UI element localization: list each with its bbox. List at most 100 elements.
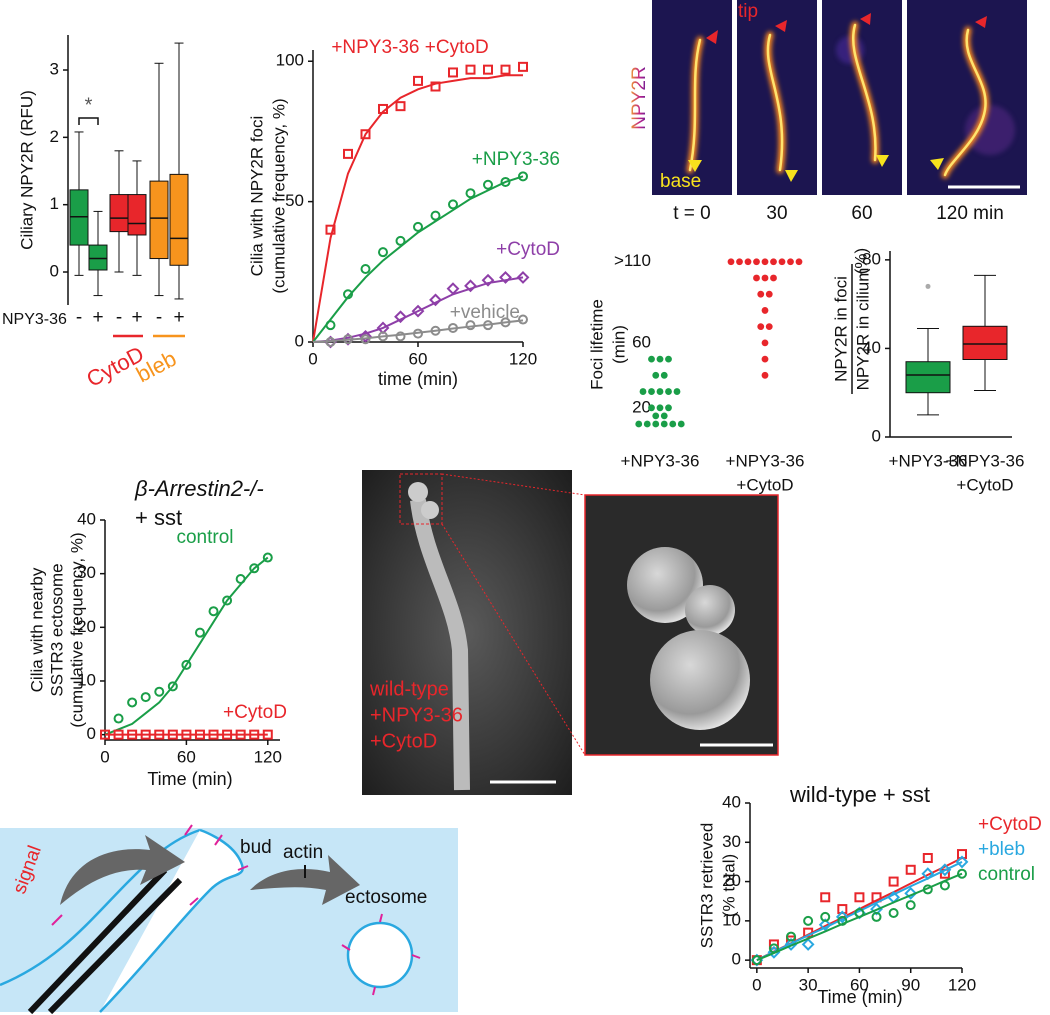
sem-label: wild-type	[369, 678, 449, 700]
cilium-core	[766, 33, 784, 172]
membrane	[99, 828, 244, 1013]
marker	[395, 101, 406, 112]
box	[962, 325, 1008, 360]
marker	[820, 892, 831, 903]
marker	[500, 64, 511, 75]
marker	[888, 908, 899, 918]
marker	[343, 289, 353, 300]
marker	[413, 221, 423, 232]
x-tick-label: -	[76, 307, 82, 328]
y-label: NPY2R in foci	[831, 276, 850, 382]
dot	[652, 412, 660, 420]
marker	[518, 171, 528, 182]
dot	[761, 339, 769, 347]
y-tick-label: 30	[77, 563, 96, 582]
dot	[648, 355, 655, 363]
y-tick-label: 1	[50, 194, 59, 213]
x-tick-label: 90	[901, 975, 920, 994]
marker	[430, 325, 441, 336]
marker	[113, 713, 124, 724]
x-label: time (min)	[378, 369, 458, 389]
box	[109, 194, 129, 233]
y-tick-label: >110	[614, 251, 651, 270]
y-label: NPY2R in cilium	[853, 268, 872, 391]
marker	[465, 320, 476, 331]
tip-arrow	[706, 30, 718, 44]
marker	[430, 81, 441, 92]
dot	[665, 404, 672, 412]
marker	[394, 310, 407, 324]
x-tick-label: +NPY3-36	[889, 451, 968, 470]
receptor	[379, 913, 383, 923]
y-tick-label: 80	[862, 249, 881, 268]
marker	[768, 943, 779, 954]
dot	[761, 355, 769, 363]
y-label: (cumulative frequency, %)	[269, 98, 288, 293]
x-tick-label: +CytoD	[956, 475, 1013, 494]
marker	[803, 915, 814, 926]
time-label: 60	[851, 203, 872, 224]
cilium-core	[943, 28, 987, 177]
marker	[854, 908, 865, 918]
dot	[673, 388, 681, 395]
marker	[222, 595, 233, 606]
dot	[665, 388, 672, 395]
bud	[408, 482, 428, 502]
marker	[360, 264, 371, 274]
marker	[249, 729, 260, 740]
marker	[835, 910, 849, 924]
y-tick-label: 10	[722, 910, 741, 929]
tip-arrow	[775, 20, 787, 32]
marker	[411, 304, 425, 318]
y-tick-label: 40	[862, 338, 881, 357]
marker	[343, 148, 353, 159]
series-label: control	[176, 527, 233, 548]
series-label: control	[978, 864, 1035, 885]
marker	[413, 328, 423, 339]
marker	[154, 729, 165, 740]
marker	[429, 293, 442, 307]
marker	[235, 574, 246, 585]
dot	[648, 388, 655, 395]
marker	[448, 322, 458, 333]
marker	[500, 176, 511, 187]
y-tick-label: 30	[722, 832, 741, 851]
marker	[208, 729, 219, 740]
tip-arrow	[975, 16, 987, 28]
dot	[753, 274, 760, 282]
series-label: +CytoD	[223, 702, 287, 723]
x-tick-label: 60	[177, 747, 196, 766]
marker	[939, 880, 950, 891]
dot	[660, 371, 668, 379]
fit-line	[312, 74, 523, 343]
marker	[465, 64, 476, 75]
dot	[787, 258, 794, 266]
marker	[140, 729, 151, 740]
sem-label: +CytoD	[370, 730, 437, 752]
x-tick-label: 0	[752, 975, 761, 994]
marker	[262, 552, 273, 563]
marker	[127, 697, 138, 708]
dot	[765, 323, 773, 331]
base-label: base	[660, 171, 701, 192]
marker	[499, 271, 512, 284]
vesicle	[650, 630, 750, 730]
base-arrow	[785, 170, 798, 182]
dot	[656, 388, 664, 395]
marker	[378, 331, 388, 342]
marker	[262, 729, 273, 740]
marker	[518, 61, 528, 72]
y-label: Foci lifetime	[587, 299, 606, 390]
y-tick-label: 0	[87, 724, 96, 743]
marker	[483, 64, 493, 75]
marker	[483, 320, 493, 331]
marker	[922, 884, 933, 895]
dot	[660, 412, 668, 420]
base-arrow	[876, 155, 889, 167]
x-tick-label: +NPY3-36	[946, 451, 1025, 470]
receptor	[411, 954, 421, 959]
dot	[665, 355, 672, 363]
dot	[639, 388, 647, 395]
receptor	[184, 824, 193, 836]
y-tick-label: 10	[77, 670, 96, 689]
